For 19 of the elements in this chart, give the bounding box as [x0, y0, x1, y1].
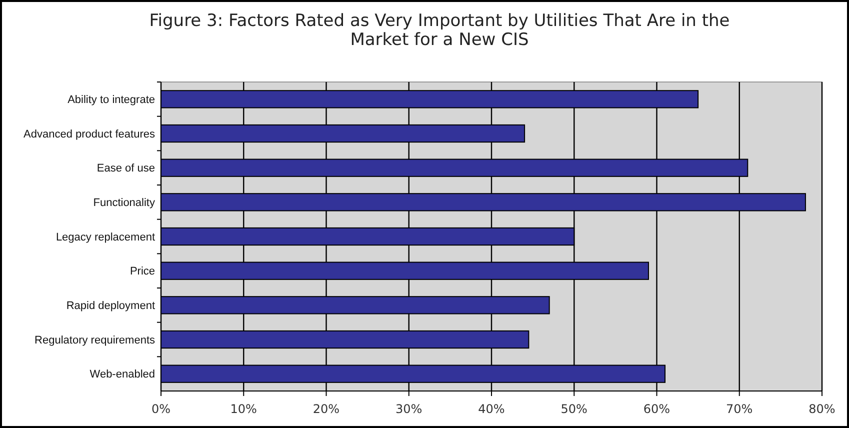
y-tick-label: Ease of use — [96, 162, 155, 175]
x-tick-label: 10% — [230, 402, 257, 416]
x-tick-label: 70% — [726, 402, 753, 416]
x-tick-label: 0% — [151, 402, 171, 416]
x-tick-label: 50% — [560, 402, 588, 416]
x-tick-label: 30% — [396, 402, 422, 416]
chart-title: Figure 3: Factors Rated as Very Important by Utilities That Are in the Market for a New CIS — [149, 11, 730, 50]
x-tick-label: 80% — [808, 402, 836, 416]
y-tick-label: Price — [130, 266, 155, 278]
y-tick-label: Ability to integrate — [68, 94, 155, 106]
y-tick-label: Legacy replacement — [56, 231, 155, 244]
x-tick-label: 40% — [478, 402, 505, 416]
y-tick-label: Web-enabled — [90, 368, 155, 381]
x-tick-label: 60% — [643, 402, 670, 416]
x-tick-label: 20% — [312, 402, 340, 416]
y-tick-label: Rapid deployment — [66, 300, 155, 312]
y-tick-label: Regulatory requirements — [34, 334, 156, 346]
y-tick-label: Functionality — [93, 197, 156, 210]
y-tick-label: Advanced product features — [24, 128, 156, 140]
